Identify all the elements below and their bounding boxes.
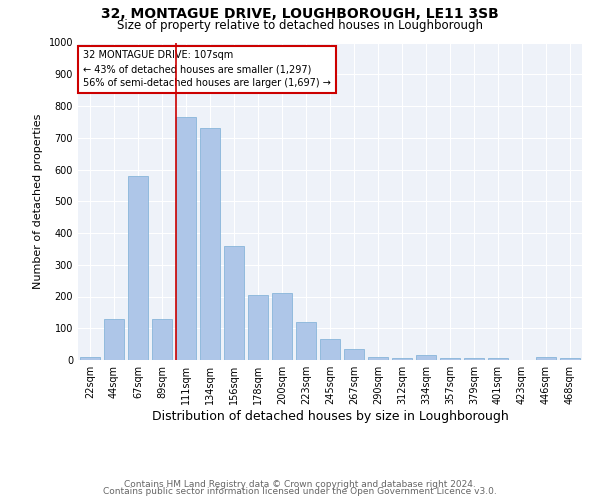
Text: 32, MONTAGUE DRIVE, LOUGHBOROUGH, LE11 3SB: 32, MONTAGUE DRIVE, LOUGHBOROUGH, LE11 3… bbox=[101, 8, 499, 22]
Bar bbox=[416, 355, 436, 360]
Bar bbox=[80, 357, 100, 360]
Bar bbox=[200, 128, 220, 360]
Bar bbox=[488, 358, 508, 360]
Bar bbox=[440, 358, 460, 360]
Bar bbox=[392, 358, 412, 360]
Bar bbox=[536, 358, 556, 360]
Bar bbox=[272, 294, 292, 360]
Bar bbox=[248, 295, 268, 360]
Bar bbox=[344, 349, 364, 360]
Text: 32 MONTAGUE DRIVE: 107sqm
← 43% of detached houses are smaller (1,297)
56% of se: 32 MONTAGUE DRIVE: 107sqm ← 43% of detac… bbox=[83, 50, 331, 88]
Text: Size of property relative to detached houses in Loughborough: Size of property relative to detached ho… bbox=[117, 18, 483, 32]
Bar bbox=[152, 320, 172, 360]
Bar bbox=[296, 322, 316, 360]
Bar bbox=[368, 357, 388, 360]
Text: Contains public sector information licensed under the Open Government Licence v3: Contains public sector information licen… bbox=[103, 487, 497, 496]
Bar bbox=[224, 246, 244, 360]
Y-axis label: Number of detached properties: Number of detached properties bbox=[33, 114, 43, 289]
Bar bbox=[128, 176, 148, 360]
Bar bbox=[320, 340, 340, 360]
X-axis label: Distribution of detached houses by size in Loughborough: Distribution of detached houses by size … bbox=[152, 410, 508, 423]
Bar bbox=[104, 320, 124, 360]
Text: Contains HM Land Registry data © Crown copyright and database right 2024.: Contains HM Land Registry data © Crown c… bbox=[124, 480, 476, 489]
Bar bbox=[560, 358, 580, 360]
Bar bbox=[176, 117, 196, 360]
Bar bbox=[464, 358, 484, 360]
